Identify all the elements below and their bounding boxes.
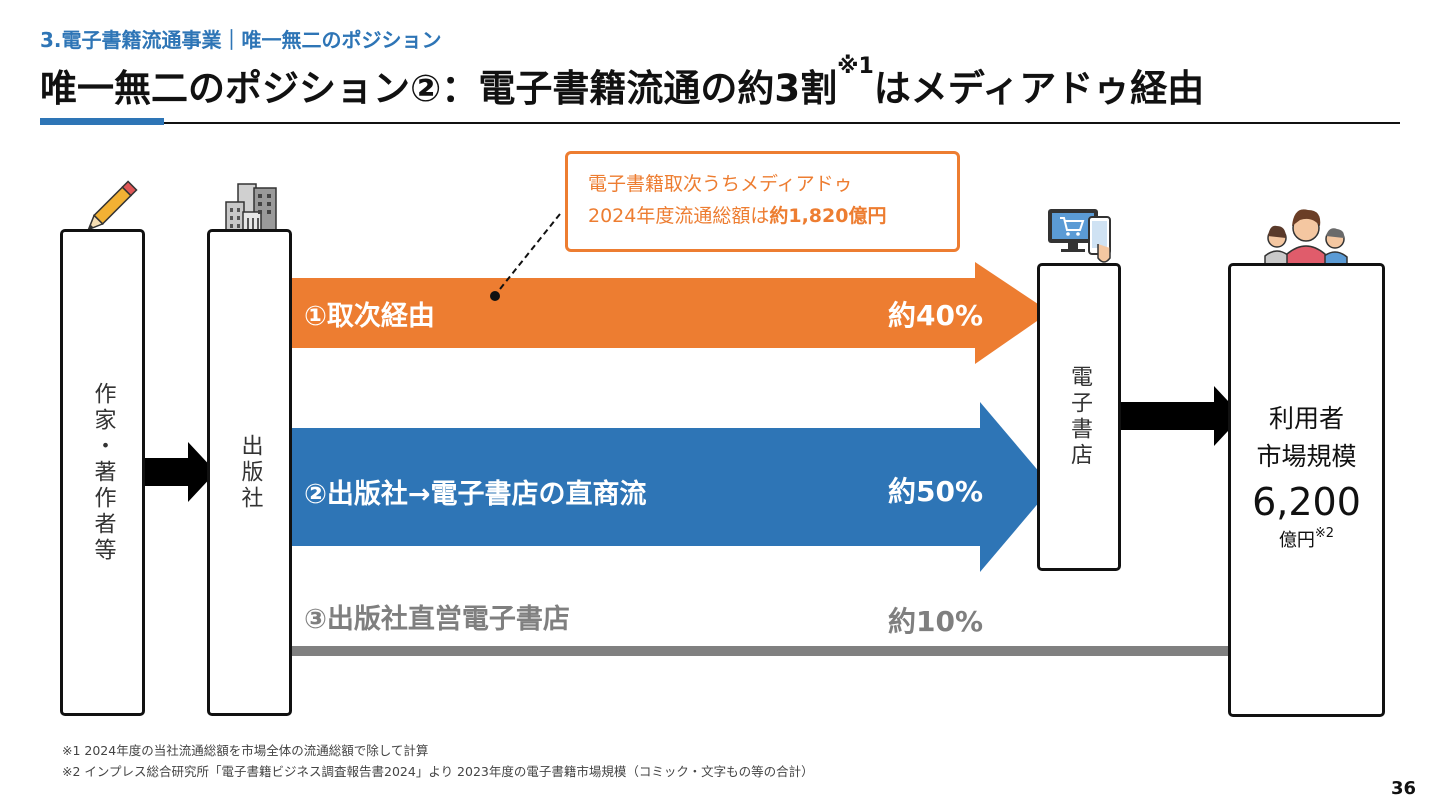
people-icon bbox=[1264, 209, 1348, 267]
page-title: 唯一無二のポジション②：電子書籍流通の約3割※1はメディアドゥ経由 bbox=[40, 54, 1205, 112]
mediado-callout: 電子書籍取次うちメディアドゥ 2024年度流通総額は約1,820億円 bbox=[565, 151, 960, 252]
page-number: 36 bbox=[1390, 778, 1416, 799]
footnote-1: ※1 2024年度の当社流通総額を市場全体の流通総額で除して計算 bbox=[62, 743, 429, 758]
online-shopping-icon bbox=[1048, 209, 1111, 263]
market-size-footnote-mark: ※2 bbox=[1314, 526, 1335, 541]
market-size-value: 6,200 bbox=[1252, 480, 1361, 524]
callout-connector-dot bbox=[490, 291, 500, 301]
ebookstore-label: 電子書店 bbox=[1067, 365, 1092, 469]
callout-line2: 2024年度流通総額は約1,820億円 bbox=[588, 200, 957, 232]
path-3-label: ③出版社直営電子書店 bbox=[304, 604, 570, 635]
callout-line1: 電子書籍取次うちメディアドゥ bbox=[588, 173, 853, 195]
users-market-size: 利用者 市場規模 6,200 億円※2 bbox=[1231, 400, 1382, 552]
footnote-2: ※2 インプレス総合研究所「電子書籍ビジネス調査報告書2024」より 2023年… bbox=[62, 764, 814, 779]
publisher-box: 出版社 bbox=[207, 229, 292, 716]
path-2-percent: 約50% bbox=[888, 475, 984, 508]
users-label-line2: 市場規模 bbox=[1256, 442, 1357, 471]
market-size-unit: 億円※2 bbox=[1231, 526, 1382, 552]
title-rule bbox=[40, 122, 1400, 124]
arrow-path-2 bbox=[292, 402, 1052, 572]
callout-connector bbox=[495, 213, 561, 295]
title-footnote-mark: ※1 bbox=[837, 54, 874, 79]
pencil-icon bbox=[87, 180, 138, 231]
arrow-author-to-publisher bbox=[145, 442, 216, 502]
arrow-path-3 bbox=[292, 641, 1246, 661]
arrow-path-1 bbox=[292, 262, 1050, 364]
title-tail: はメディアドゥ経由 bbox=[873, 67, 1205, 110]
title-main: 唯一無二のポジション②：電子書籍流通の約3割 bbox=[40, 67, 838, 110]
ebookstore-box: 電子書店 bbox=[1037, 263, 1121, 571]
path-1-label: ①取次経由 bbox=[304, 301, 435, 332]
path-1-percent: 約40% bbox=[888, 299, 984, 332]
author-label: 作家・著作者等 bbox=[90, 381, 116, 564]
users-label-line1: 利用者 bbox=[1268, 404, 1344, 433]
breadcrumb: 3.電子書籍流通事業｜唯一無二のポジション bbox=[40, 28, 442, 52]
path-3-percent: 約10% bbox=[888, 605, 984, 638]
title-accent-bar bbox=[40, 118, 164, 125]
users-box bbox=[1228, 263, 1385, 717]
market-size-unit-text: 億円 bbox=[1278, 530, 1315, 551]
callout-line2-prefix: 2024年度流通総額は bbox=[588, 205, 770, 227]
publisher-label: 出版社 bbox=[237, 433, 263, 512]
callout-line2-value: 約1,820億円 bbox=[769, 205, 887, 227]
author-box: 作家・著作者等 bbox=[60, 229, 145, 716]
arrow-ebookstore-to-users bbox=[1121, 386, 1242, 446]
path-2-label: ②出版社→電子書店の直商流 bbox=[304, 479, 647, 510]
